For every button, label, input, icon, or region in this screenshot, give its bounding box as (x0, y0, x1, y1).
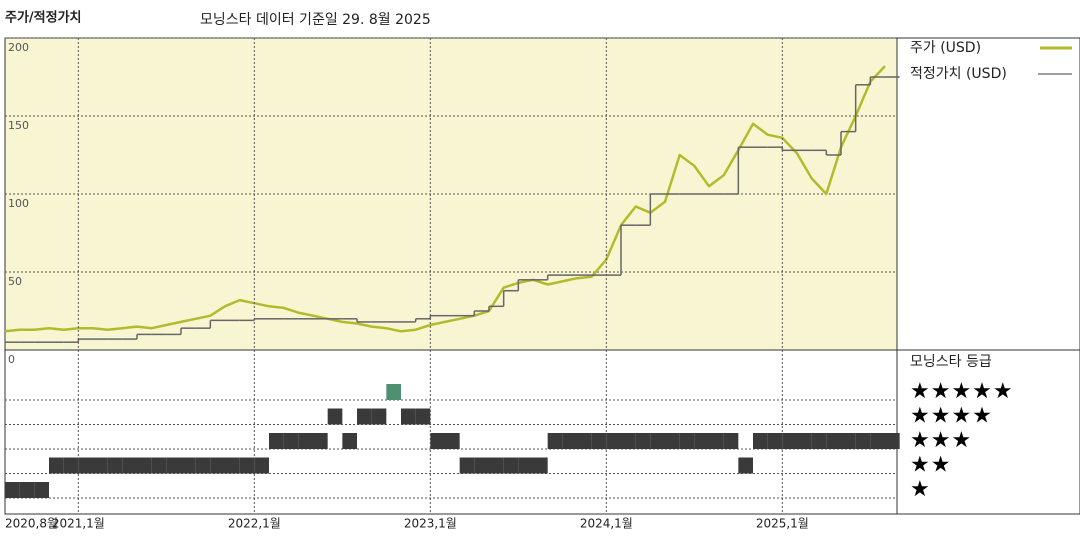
rating-bar (855, 433, 871, 449)
rating-bar (665, 433, 680, 449)
rating-bar (826, 433, 841, 449)
rating-bar (137, 457, 152, 474)
rating-bar (415, 408, 431, 425)
rating-bar (254, 457, 269, 474)
rating-bar (225, 457, 240, 474)
y-tick-label: 0 (8, 353, 15, 366)
subtitle: 모닝스타 데이터 기준일 29. 8월 2025 (200, 12, 431, 28)
rating-label: ★ (910, 477, 931, 502)
rating-bar (195, 457, 211, 474)
rating-bar (811, 433, 827, 449)
rating-bar (577, 433, 592, 449)
legend-label: 주가 (USD) (910, 40, 981, 56)
rating-bar (371, 408, 387, 425)
rating-bar (709, 433, 724, 449)
rating-bar (547, 433, 563, 449)
rating-bar (269, 433, 284, 449)
rating-label: ★★★★★ (910, 379, 1014, 404)
rating-bar (885, 433, 900, 449)
x-tick-label: 2021,1월 (52, 517, 105, 531)
rating-bar (430, 433, 445, 449)
rating-bar (650, 433, 665, 449)
rating-bar (474, 457, 489, 474)
y-tick-label: 100 (8, 197, 29, 210)
rating-bar (63, 457, 79, 474)
rating-bar (313, 433, 328, 449)
legend-label: 적정가치 (USD) (910, 66, 1007, 82)
rating-bar (621, 433, 636, 449)
rating-bar (34, 482, 49, 498)
rating-label: ★★★★ (910, 404, 993, 429)
rating-bar (93, 457, 108, 474)
y-tick-label: 150 (8, 119, 29, 132)
rating-bar (606, 433, 621, 449)
rating-bar (591, 433, 607, 449)
rating-bar (635, 433, 651, 449)
rating-bar (445, 433, 460, 449)
rating-bar (5, 482, 20, 498)
rating-bar (49, 457, 64, 474)
rating-bar (723, 433, 739, 449)
chart-title: 주가/적정가치 (5, 10, 82, 26)
x-tick-label: 2022,1월 (228, 517, 281, 531)
rating-bar (782, 433, 797, 449)
x-tick-label: 2020,8월 (5, 517, 58, 531)
rating-bar (694, 433, 709, 449)
rating-bar (181, 457, 196, 474)
rating-bar (797, 433, 812, 449)
rating-bar (239, 457, 255, 474)
x-tick-label: 2024,1월 (580, 517, 633, 531)
rating-label: ★★ (910, 453, 951, 478)
rating-bar (753, 433, 768, 449)
rating-bar (518, 457, 533, 474)
rating-bar (562, 433, 577, 449)
rating-bar (357, 408, 372, 425)
rating-bar (107, 457, 123, 474)
rating-bar (401, 408, 416, 425)
rating-bar (841, 433, 856, 449)
rating-bar (327, 408, 343, 425)
rating-label: ★★★ (910, 428, 972, 453)
rating-bar (459, 457, 475, 474)
x-tick-label: 2025,1월 (756, 517, 809, 531)
y-tick-label: 50 (8, 275, 22, 288)
rating-bar (210, 457, 225, 474)
rating-bar (386, 384, 401, 400)
rating-bar (767, 433, 783, 449)
y-tick-label: 200 (8, 41, 29, 54)
rating-bar (78, 457, 93, 474)
x-tick-label: 2023,1월 (404, 517, 457, 531)
rating-bar (489, 457, 504, 474)
rating-bar (298, 433, 313, 449)
rating-bar (679, 433, 695, 449)
rating-bar (19, 482, 35, 498)
rating-bar (283, 433, 299, 449)
rating-bar (166, 457, 181, 474)
rating-bar (122, 457, 137, 474)
rating-bar (503, 457, 519, 474)
rating-bar (870, 433, 885, 449)
rating-bar (151, 457, 167, 474)
rating-bar (533, 457, 548, 474)
rating-title: 모닝스타 등급 (910, 354, 992, 370)
rating-bar (342, 433, 357, 449)
rating-bar (738, 457, 753, 474)
